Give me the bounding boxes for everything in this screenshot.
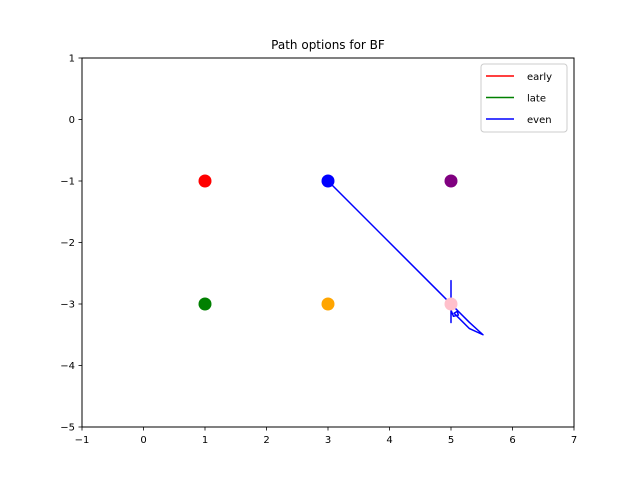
y-tick-label: −5 bbox=[60, 423, 75, 434]
y-tick-label: 1 bbox=[69, 54, 75, 65]
y-tick-label: −3 bbox=[60, 300, 75, 311]
point-marker bbox=[198, 297, 212, 311]
legend: early late even bbox=[480, 63, 568, 133]
x-tick-label: 6 bbox=[509, 435, 515, 446]
legend-box bbox=[480, 63, 568, 133]
legend-label-even: even bbox=[527, 115, 552, 126]
x-tick-label: 5 bbox=[448, 435, 454, 446]
x-tick-label: 0 bbox=[140, 435, 146, 446]
points-layer bbox=[198, 174, 458, 311]
x-tick-label: 2 bbox=[263, 435, 269, 446]
legend-label-early: early bbox=[527, 72, 552, 83]
y-tick-label: −1 bbox=[60, 177, 75, 188]
legend-label-late: late bbox=[527, 94, 546, 105]
y-axis: 1 0 −1 −2 −3 −4 −5 bbox=[60, 54, 82, 434]
x-tick-label: −1 bbox=[75, 435, 90, 446]
point-marker bbox=[321, 174, 335, 188]
point-marker bbox=[444, 297, 458, 311]
x-axis: −1 0 1 2 3 4 5 6 7 bbox=[75, 427, 577, 446]
x-tick-label: 4 bbox=[386, 435, 392, 446]
point-marker bbox=[444, 174, 458, 188]
series-line-even bbox=[327, 180, 484, 336]
point-marker bbox=[321, 297, 335, 311]
point-marker bbox=[198, 174, 212, 188]
series-layer bbox=[327, 180, 484, 336]
chart-title: Path options for BF bbox=[271, 38, 385, 52]
y-tick-label: −4 bbox=[60, 361, 75, 372]
x-tick-label: 7 bbox=[571, 435, 577, 446]
x-tick-label: 3 bbox=[325, 435, 331, 446]
plot-frame bbox=[81, 57, 575, 428]
y-tick-label: 0 bbox=[69, 115, 75, 126]
y-tick-label: −2 bbox=[60, 238, 75, 249]
x-tick-label: 1 bbox=[202, 435, 208, 446]
